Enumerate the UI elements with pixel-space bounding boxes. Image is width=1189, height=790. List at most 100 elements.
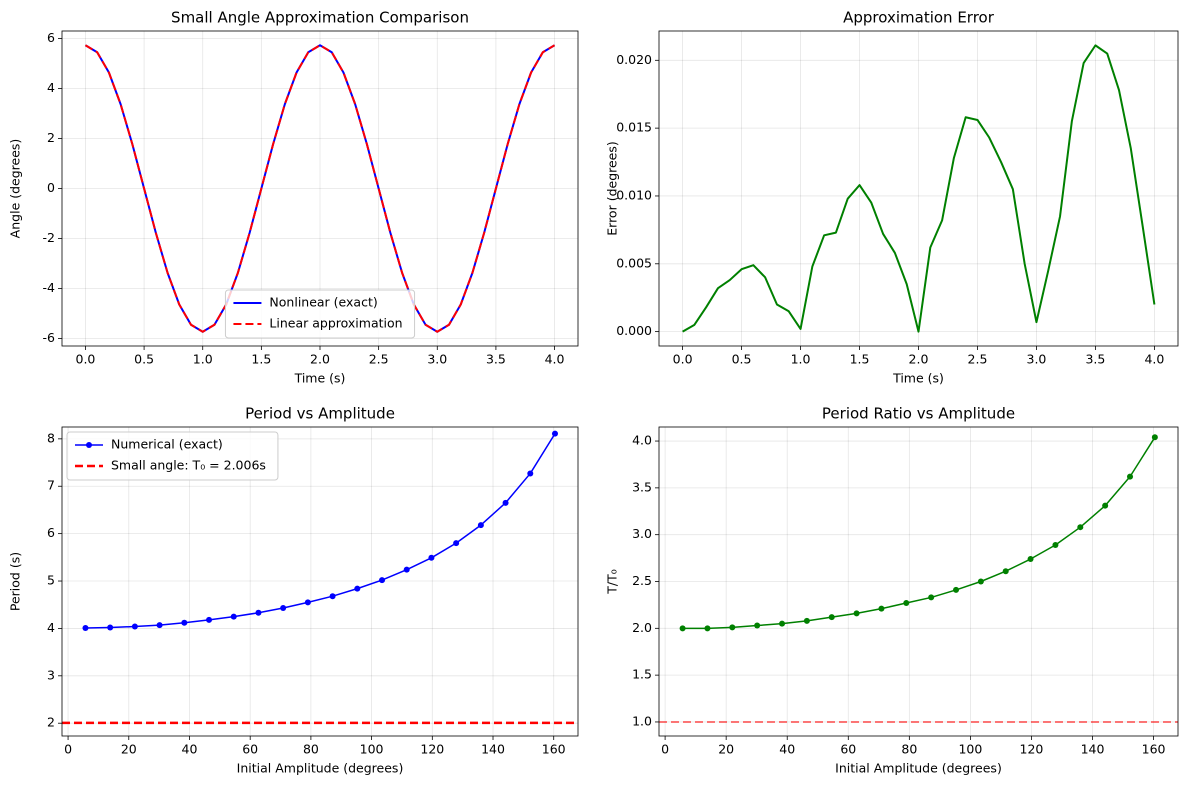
marker xyxy=(280,605,287,612)
marker xyxy=(903,600,910,607)
x-tick-label: 2.5 xyxy=(968,352,988,367)
x-tick-label: 0.5 xyxy=(732,352,752,367)
marker xyxy=(977,578,984,585)
y-tick-label: 0 xyxy=(47,180,55,195)
x-tick-label: 2.5 xyxy=(369,352,389,367)
y-tick-label: 1.0 xyxy=(632,713,652,728)
series-line xyxy=(85,433,556,629)
series-line xyxy=(84,44,556,333)
legend-label: Numerical (exact) xyxy=(111,437,223,452)
legend-box xyxy=(224,289,416,339)
x-tick-label: 1.5 xyxy=(850,352,870,367)
y-tick-label: 3.5 xyxy=(632,479,652,494)
y-tick-label: 2.0 xyxy=(632,620,652,635)
y-tick-label: 0.000 xyxy=(616,323,652,338)
x-tick-label: 0.5 xyxy=(134,352,154,367)
chart-title: Period vs Amplitude xyxy=(245,405,395,423)
marker xyxy=(928,594,935,601)
y-tick-label: 4.0 xyxy=(632,433,652,448)
marker xyxy=(131,623,138,630)
chart-title: Approximation Error xyxy=(843,9,995,27)
plot-area xyxy=(62,430,578,725)
legend-label: Nonlinear (exact) xyxy=(269,295,377,310)
y-tick-label: 4 xyxy=(47,80,55,95)
legend-label: Linear approximation xyxy=(269,316,402,331)
y-tick-label: 2 xyxy=(47,715,55,730)
y-tick-label: 3 xyxy=(47,667,55,682)
marker xyxy=(304,599,311,606)
marker xyxy=(379,577,386,584)
marker xyxy=(354,585,361,592)
y-tick-label: 6 xyxy=(47,30,55,45)
x-tick-label: 0.0 xyxy=(76,352,96,367)
marker xyxy=(107,624,114,631)
legend: Nonlinear (exact) Linear approximation xyxy=(224,289,416,339)
x-tick-label: 120 xyxy=(420,742,444,757)
y-axis-label: Angle (degrees) xyxy=(8,139,23,239)
marker xyxy=(1002,568,1009,575)
marker xyxy=(1027,556,1034,563)
x-tick-label: 2.0 xyxy=(909,352,929,367)
marker xyxy=(1127,473,1134,480)
marker xyxy=(1102,502,1109,509)
legend-box xyxy=(66,431,279,481)
marker xyxy=(953,586,960,593)
axes: 0 20 40 60 80 100 120 140 160 1.0 1.5 2.0 2.5 3.0 3.5 4… xyxy=(605,405,1179,776)
marker xyxy=(477,522,484,529)
x-tick-label: 1.5 xyxy=(251,352,271,367)
y-tick-label: 2 xyxy=(47,130,55,145)
x-tick-label: 1.0 xyxy=(193,352,213,367)
marker xyxy=(704,625,711,632)
x-tick-label: 2.0 xyxy=(310,352,330,367)
x-tick-label: 100 xyxy=(360,742,384,757)
marker xyxy=(1151,434,1158,441)
y-tick-label: 8 xyxy=(47,430,55,445)
x-tick-label: 120 xyxy=(1020,742,1044,757)
axes-frame xyxy=(658,30,1179,347)
axes-frame xyxy=(61,30,579,347)
y-tick-label: 0.005 xyxy=(616,255,652,270)
x-tick-label: 80 xyxy=(901,742,917,757)
y-tick-label: -2 xyxy=(43,230,55,245)
y-tick-label: 0.015 xyxy=(616,120,652,135)
series-line xyxy=(682,44,1156,333)
y-tick-label: 0.020 xyxy=(616,52,652,67)
marker xyxy=(1052,541,1059,548)
x-axis-label: Time (s) xyxy=(294,371,346,386)
x-tick-label: 40 xyxy=(779,742,795,757)
marker xyxy=(853,610,860,617)
x-tick-label: 80 xyxy=(303,742,319,757)
x-tick-label: 0 xyxy=(661,742,669,757)
y-tick-label: 5 xyxy=(47,573,55,588)
axes-frame xyxy=(61,426,579,737)
marker xyxy=(878,605,885,612)
x-tick-label: 140 xyxy=(1081,742,1105,757)
x-tick-label: 140 xyxy=(481,742,505,757)
axes: 0.0 0.5 1.0 1.5 2.0 2.5 3.0 3.5 4.0 0.000 0.005 0.0… xyxy=(605,9,1179,386)
marker xyxy=(181,619,188,626)
x-tick-label: 0 xyxy=(64,742,72,757)
legend-marker xyxy=(86,442,92,448)
plot-area xyxy=(84,44,556,333)
x-tick-label: 3.0 xyxy=(1027,352,1047,367)
marker xyxy=(679,625,686,632)
marker xyxy=(729,624,736,631)
x-axis-label: Initial Amplitude (degrees) xyxy=(237,761,404,776)
y-tick-label: -4 xyxy=(43,280,56,295)
chart-title: Period Ratio vs Amplitude xyxy=(822,405,1015,423)
marker xyxy=(255,609,262,616)
plot-area xyxy=(659,434,1178,723)
y-tick-label: 6 xyxy=(47,525,55,540)
x-tick-label: 3.5 xyxy=(486,352,506,367)
marker xyxy=(779,620,786,627)
x-tick-label: 60 xyxy=(242,742,258,757)
x-tick-label: 60 xyxy=(840,742,856,757)
axes: 0.0 0.5 1.0 1.5 2.0 2.5 3.0 3.5 4.0 -6 -4 -2 0 2 4 6 Sma… xyxy=(8,9,579,386)
marker xyxy=(1077,524,1084,531)
x-tick-label: 3.0 xyxy=(427,352,447,367)
marker xyxy=(502,499,509,506)
x-axis-label: Initial Amplitude (degrees) xyxy=(835,761,1002,776)
x-tick-label: 3.5 xyxy=(1085,352,1105,367)
y-tick-label: 4 xyxy=(47,620,55,635)
legend-label: Small angle: T₀ = 2.006s xyxy=(111,458,266,473)
